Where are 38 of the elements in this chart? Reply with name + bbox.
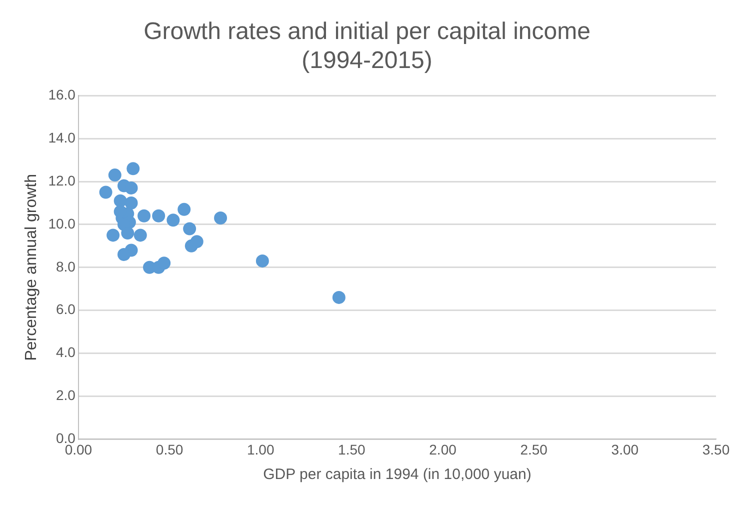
x-tick-label: 3.00: [611, 441, 639, 458]
y-tick-label: 10.0: [48, 215, 76, 232]
x-tick-label: 2.00: [429, 441, 457, 458]
point: [106, 228, 120, 242]
point: [178, 202, 191, 216]
x-tick-label: 1.50: [338, 441, 366, 458]
point: [114, 205, 127, 218]
x-tick-label: 1.00: [246, 441, 274, 458]
y-tick-label: 16.0: [48, 86, 76, 102]
point: [108, 168, 122, 182]
point: [166, 214, 180, 227]
x-tick-label: 0.50: [156, 441, 184, 458]
point: [124, 181, 138, 194]
x-tick-label: 3.50: [702, 441, 730, 458]
point: [190, 235, 204, 248]
y-axis-title: Percentage annual growth: [23, 174, 40, 361]
x-tick-label: 2.50: [520, 441, 548, 458]
y-tick-label: 2.0: [56, 387, 76, 404]
point: [183, 222, 196, 236]
point: [99, 186, 112, 199]
point: [138, 209, 151, 222]
y-tick-label: 4.0: [56, 344, 76, 360]
y-tick-label: 12.0: [48, 172, 76, 188]
point: [332, 290, 346, 304]
point: [134, 228, 147, 242]
point: [117, 248, 130, 262]
point: [256, 254, 269, 268]
point: [126, 162, 140, 176]
y-tick-label: 14.0: [48, 129, 76, 146]
point: [121, 226, 134, 240]
point: [214, 212, 228, 225]
point: [152, 209, 166, 222]
x-axis-title: GDP per capita in 1994 (in 10,000 yuan): [263, 466, 532, 484]
y-tick-label: 8.0: [56, 258, 76, 274]
y-tick-label: 6.0: [56, 301, 76, 318]
point: [124, 196, 138, 210]
point: [158, 256, 171, 270]
chart-title: Growth rates and initial per capital income (1994-2015): [144, 18, 590, 74]
